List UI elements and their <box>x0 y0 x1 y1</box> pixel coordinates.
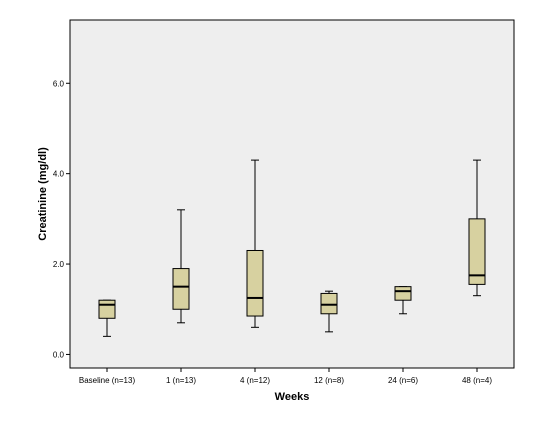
x-tick-label: 48 (n=4) <box>462 376 492 385</box>
y-tick-label: 6.0 <box>53 79 65 88</box>
iqr-box <box>468 218 486 285</box>
x-tick-label: 12 (n=8) <box>314 376 344 385</box>
box-group <box>246 159 264 328</box>
x-tick-label: 1 (n=13) <box>166 376 196 385</box>
box-group <box>98 299 116 337</box>
x-tick-label: 4 (n=12) <box>240 376 270 385</box>
y-axis-title: Creatinine (mg/dl) <box>37 147 49 241</box>
y-axis: 0.0 2.0 4.0 6.0 <box>53 79 70 359</box>
x-tick-label: 24 (n=6) <box>388 376 418 385</box>
iqr-box <box>246 249 264 317</box>
box-group <box>394 286 412 315</box>
box-group <box>172 209 190 324</box>
iqr-box <box>172 268 190 310</box>
x-axis: Baseline (n=13) 1 (n=13) 4 (n=12) 12 (n=8) 2… <box>79 368 492 385</box>
y-tick-label: 2.0 <box>53 260 65 269</box>
x-tick-label: Baseline (n=13) <box>79 376 136 385</box>
y-tick-label: 4.0 <box>53 170 65 179</box>
iqr-box <box>98 299 116 319</box>
box-group <box>320 290 338 333</box>
iqr-box <box>394 286 412 301</box>
x-axis-title: Weeks <box>275 391 310 403</box>
y-tick-label: 0.0 <box>53 350 65 359</box>
box-series <box>98 159 486 337</box>
iqr-box <box>320 292 338 315</box>
box-group <box>468 159 486 297</box>
plot-area <box>69 19 515 369</box>
